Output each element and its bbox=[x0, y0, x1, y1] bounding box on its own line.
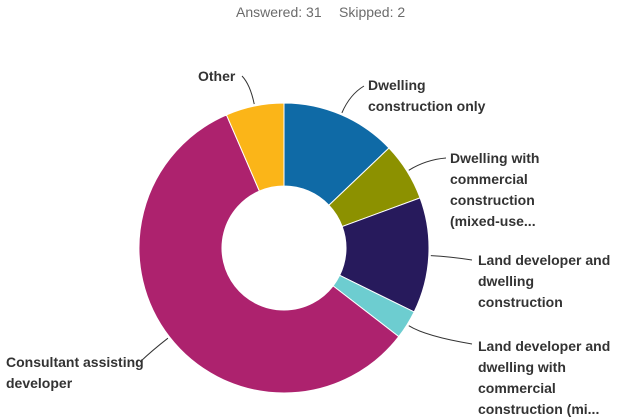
slice-label: Dwelling construction only bbox=[368, 77, 486, 114]
slice-label: Land developer and dwelling with commerc… bbox=[478, 338, 611, 417]
slice-label: Other bbox=[198, 68, 236, 84]
leader-line bbox=[408, 325, 473, 345]
slice-label: Consultant assisting developer bbox=[6, 354, 144, 391]
slice bbox=[138, 114, 400, 394]
leader-line bbox=[408, 157, 447, 171]
slice-label: Dwelling with commercial construction (m… bbox=[450, 150, 540, 229]
leader-line bbox=[139, 337, 169, 363]
slice-label: Land developer and dwelling construction bbox=[478, 252, 611, 310]
slice bbox=[225, 102, 285, 192]
skipped: Skipped: 2 bbox=[339, 4, 406, 20]
leader-line bbox=[241, 75, 255, 105]
answered: Answered: 31 bbox=[236, 4, 322, 20]
leader-line bbox=[341, 85, 365, 114]
leader-line bbox=[430, 255, 473, 261]
